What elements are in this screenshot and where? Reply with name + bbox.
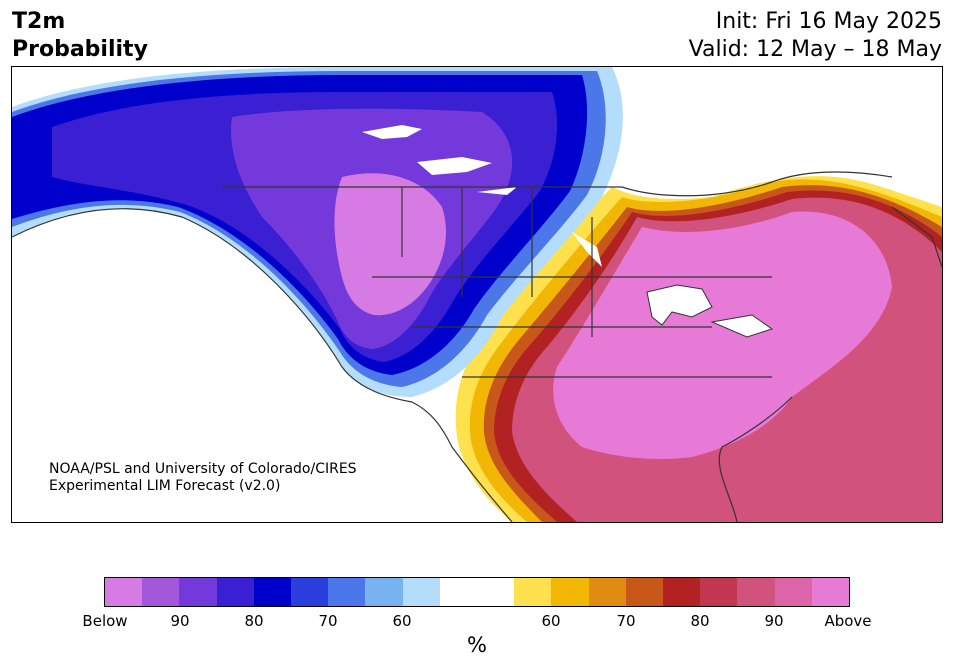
below-region-extreme <box>334 173 447 316</box>
colorbar-segment <box>477 578 515 606</box>
colorbar-segment <box>551 578 589 606</box>
map-title: T2m Probability <box>12 8 148 64</box>
colorbar-segment <box>105 578 143 606</box>
colorbar-segment <box>253 578 292 606</box>
colorbar-segment <box>439 578 478 606</box>
colorbar-tick-label: 60 <box>541 612 561 630</box>
colorbar-segment <box>216 578 254 606</box>
credit-line-2: Experimental LIM Forecast (v2.0) <box>49 478 281 494</box>
colorbar-tick-label: Below <box>82 612 128 630</box>
colorbar-segment <box>625 578 664 606</box>
boundaries <box>12 171 942 522</box>
colorbar-segment <box>774 578 812 606</box>
variable-label: T2m <box>12 9 66 34</box>
colorbar <box>104 577 850 607</box>
colorbar-tick-label: 70 <box>616 612 636 630</box>
colorbar-segment <box>588 578 626 606</box>
colorbar-segment <box>700 578 738 606</box>
credit-line-1: NOAA/PSL and University of Colorado/CIRE… <box>49 461 357 477</box>
colorbar-tick-label: 90 <box>170 612 190 630</box>
init-date: Init: Fri 16 May 2025 <box>715 9 942 34</box>
colorbar-segment <box>514 578 552 606</box>
credit-block: NOAA/PSL and University of Colorado/CIRE… <box>49 461 357 495</box>
above-region-extreme <box>553 211 892 459</box>
colorbar-tick-label: Above <box>824 612 872 630</box>
colorbar-tick-label: 80 <box>690 612 710 630</box>
product-label: Probability <box>12 37 148 62</box>
colorbar-tick-label: 90 <box>764 612 784 630</box>
colorbar-tick-label: 60 <box>392 612 412 630</box>
colorbar-segment <box>328 578 366 606</box>
forecast-dates: Init: Fri 16 May 2025 Valid: 12 May – 18… <box>689 8 942 64</box>
colorbar-segment <box>402 578 440 606</box>
colorbar-segment <box>365 578 403 606</box>
colorbar-segment <box>737 578 775 606</box>
colorbar-segment <box>291 578 329 606</box>
valid-range: Valid: 12 May – 18 May <box>688 37 942 62</box>
colorbar-tick-label: 80 <box>244 612 264 630</box>
map-canvas <box>12 67 942 522</box>
colorbar-tick-label: 70 <box>318 612 338 630</box>
colorbar-segment <box>179 578 217 606</box>
great-lakes <box>646 284 774 338</box>
colorbar-segment <box>811 578 850 606</box>
colorbar-segment <box>142 578 180 606</box>
colorbar-segment <box>663 578 701 606</box>
probability-map <box>11 66 943 523</box>
unit-label: % <box>467 633 487 657</box>
